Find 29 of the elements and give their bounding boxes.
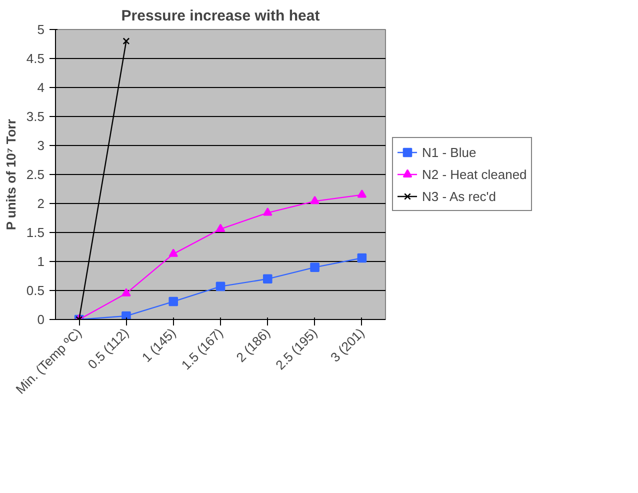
point <box>310 262 320 272</box>
y-tick-label: 4.5 <box>26 51 45 66</box>
legend-label: N3 - As rec'd <box>422 188 496 204</box>
chart-title: Pressure increase with heat <box>121 8 320 24</box>
y-tick-label: 0.5 <box>26 283 45 298</box>
legend-label: N1 - Blue <box>422 144 476 160</box>
y-tick-label: 3.5 <box>26 109 45 124</box>
legend-label: N2 - Heat cleaned <box>422 166 527 182</box>
y-tick-label: 2 <box>37 196 45 211</box>
y-tick-label: 3 <box>37 138 45 153</box>
point <box>122 38 130 45</box>
y-tick-label: 0 <box>37 312 45 327</box>
y-tick-label: 2.5 <box>26 167 45 182</box>
point <box>262 208 272 216</box>
point <box>310 196 320 204</box>
point <box>122 311 131 320</box>
y-tick-label: 4 <box>37 80 45 95</box>
point <box>216 282 226 292</box>
y-axis-title: P units of 10⁷ Torr <box>3 119 18 230</box>
point <box>168 296 178 306</box>
point <box>357 190 367 198</box>
point <box>168 248 178 257</box>
point <box>122 288 131 296</box>
y-tick-label: 1 <box>37 254 45 269</box>
y-tick-label: 1.5 <box>26 225 45 240</box>
point <box>262 274 272 284</box>
y-tick-label: 5 <box>37 22 45 37</box>
point <box>357 253 367 263</box>
point <box>216 224 226 232</box>
